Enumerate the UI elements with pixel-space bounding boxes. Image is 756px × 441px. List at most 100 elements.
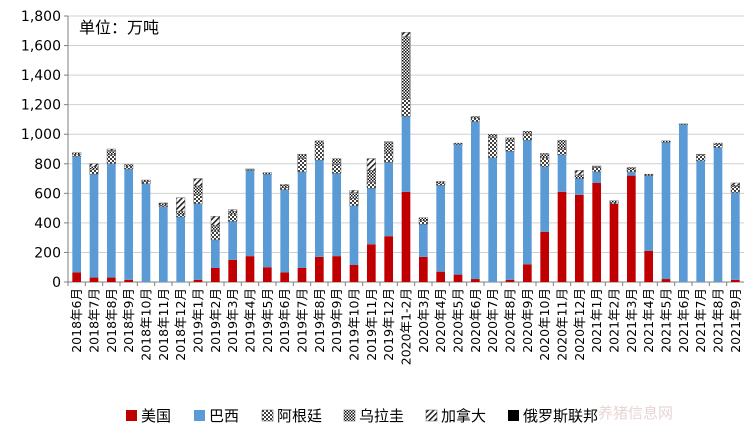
y-tick-labels: 0 200 400 600 800 1,000 1,200 1,400 1,600 1,800 [21,9,61,291]
bar-segment-argentina [176,213,186,218]
legend-swatch-uruguay [343,409,356,422]
x-tick-label: 2019年3月 [225,288,240,353]
bar-segment-brazil [141,183,151,282]
bar-segment-brazil [280,189,289,273]
bar-segment-uruguay [488,134,498,138]
bar-segment-uruguay [366,170,376,183]
bar-segment-us [453,274,463,282]
bar-segment-argentina [89,168,99,175]
x-tick-label: 2021年2月 [607,288,622,353]
bar-segment-us [89,277,99,282]
legend-label-russia: 俄罗斯联邦 [523,407,598,425]
y-tick-label: 0 [52,275,61,291]
bar-segment-argentina [158,204,168,207]
x-tick-label: 2020年10月 [537,288,552,361]
bar-segment-uruguay [176,210,186,215]
x-tick-label: 2020年6月 [468,288,483,353]
x-tick-label: 2021年3月 [624,288,639,353]
x-tick-label: 2019年5月 [260,288,275,353]
bar-segment-brazil [228,221,237,260]
bar-segment-uruguay [713,142,723,145]
x-tick-label: 2020年12月 [572,288,587,361]
bar-segment-us [644,250,653,282]
bar-segment-uruguay [418,217,428,221]
bar-segment-uruguay [280,185,290,188]
bar-segment-brazil [644,175,653,251]
y-tick-label: 1,600 [21,39,61,55]
x-tick-label: 2018年7月 [87,288,102,353]
y-tick-label: 800 [34,157,61,173]
bar-segment-brazil [367,188,376,245]
bar-segment-argentina [141,181,151,184]
bar-segment-brazil [159,206,168,282]
legend-swatch-argentina [261,409,274,422]
bar-segment-argentina [540,157,550,167]
bar-segment-uruguay [72,152,82,155]
bar-segment-argentina [592,167,602,173]
unit-label: 单位：万吨 [79,18,159,37]
bar-segment-uruguay [592,165,602,168]
bar-segment-argentina [696,154,706,162]
bar-segment-us [332,256,341,282]
bar-segment-us [72,272,81,282]
bar-segment-us [107,277,116,282]
x-tick-label: 2019年9月 [329,288,344,353]
bar-segment-argentina [280,187,290,190]
bar-segment-us [419,256,428,282]
bar-segment-uruguay [297,153,307,159]
x-tick-label: 2021年5月 [659,288,674,353]
bar-segment-brazil [419,224,428,257]
bar-segment-us [592,182,601,282]
bar-segment-brazil [211,239,220,268]
y-tick-label: 1,400 [21,68,61,84]
bars [72,32,740,282]
bar-segment-brazil [453,144,463,275]
bar-segment-uruguay [730,185,740,187]
bar-segment-canada [366,158,376,171]
bar-segment-argentina [436,182,446,186]
bar-segment-canada [89,163,99,167]
bar-segment-uruguay [141,179,151,182]
bar-segment-us [609,203,619,282]
bar-segment-uruguay [453,142,463,145]
bar-segment-brazil [176,216,185,282]
bar-segment-brazil [72,156,81,273]
bar-segment-uruguay [557,139,567,150]
x-tick-label: 2019年8月 [312,288,327,353]
y-tick-label: 600 [34,186,61,202]
bar-segment-uruguay [384,141,394,154]
legend-swatch-russia [508,410,519,421]
bar-segment-brazil [731,192,740,280]
bar-segment-brazil [436,185,445,272]
x-tick-label: 2019年2月 [208,288,223,353]
x-tick-label: 2020年3月 [416,288,431,353]
bar-segment-brazil [332,173,341,257]
bar-segment-brazil [505,151,515,280]
bar-segment-brazil [488,157,497,282]
bar-segment-uruguay [89,166,99,170]
x-tick-label: 2019年1月 [191,288,206,353]
bar-segment-uruguay [505,137,515,142]
bar-segment-uruguay [678,123,688,125]
x-tick-label: 2021年4月 [641,288,656,353]
bar-segment-uruguay [574,174,584,179]
bar-segment-argentina [488,136,498,159]
bar-segment-argentina [349,198,359,207]
bar-segment-argentina [470,117,480,122]
x-tick-label: 2021年9月 [728,288,743,353]
bar-segment-uruguay [245,168,255,171]
bar-segment-brazil [592,171,601,183]
x-tick-label: 2021年6月 [676,288,691,353]
bar-segment-brazil [297,171,307,268]
bar-segment-argentina [384,153,394,163]
bar-segment-uruguay [349,192,359,199]
y-tick-label: 1,200 [21,98,61,114]
bar-segment-us [661,279,671,282]
bar-segment-brazil [107,163,116,278]
bar-segment-us [471,279,480,282]
legend-swatch-brazil [194,410,205,421]
legend-label-brazil: 巴西 [209,407,239,425]
bar-segment-us [280,272,289,282]
bar-segment-brazil [627,171,636,176]
